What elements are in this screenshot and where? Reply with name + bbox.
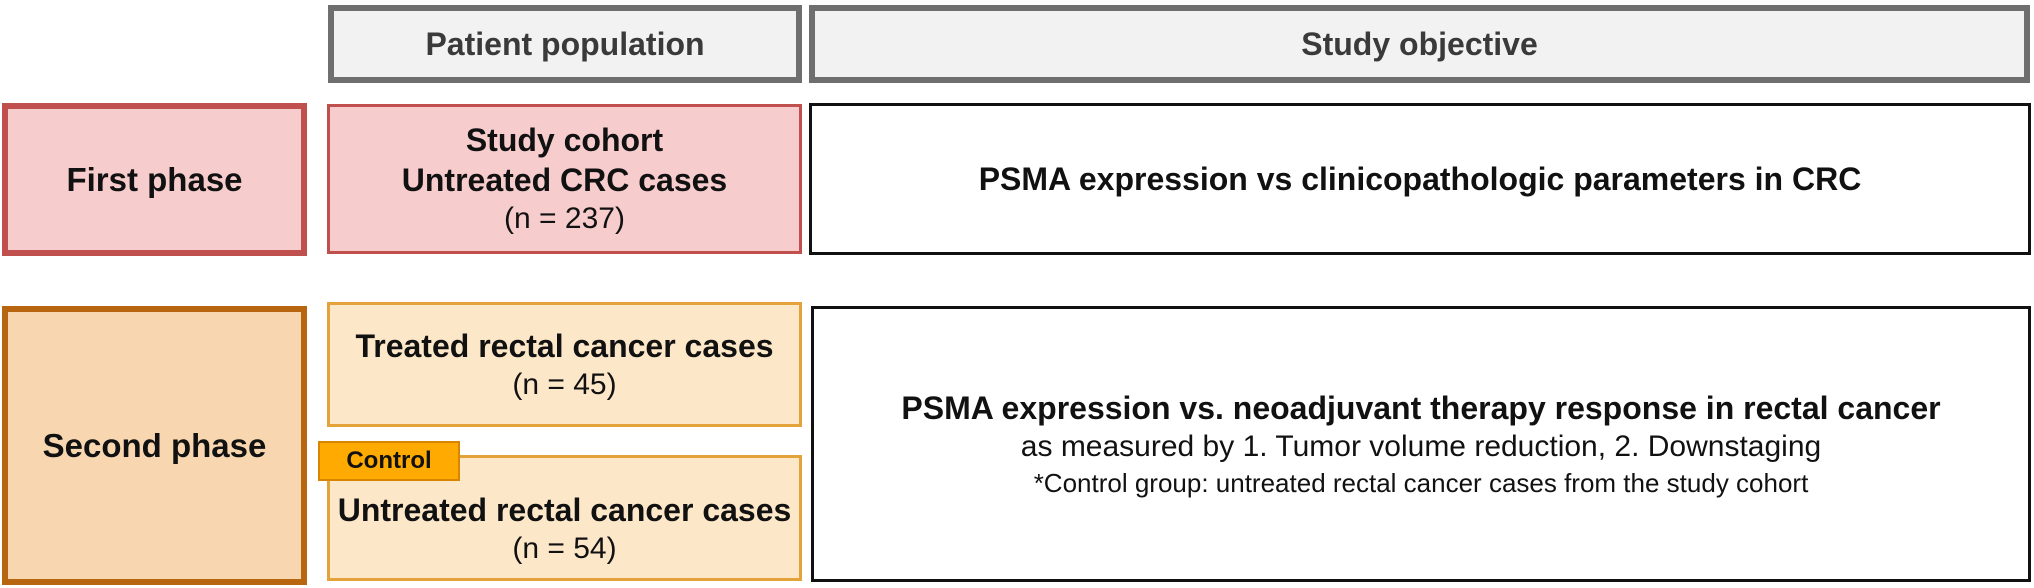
untreated-cohort-title: Untreated rectal cancer cases xyxy=(337,492,792,528)
treated-cohort-box: Treated rectal cancer cases (n = 45) xyxy=(327,302,802,427)
second-phase-label: Second phase xyxy=(42,426,267,464)
control-tag-label: Control xyxy=(346,447,432,474)
second-phase-objective-title: PSMA expression vs. neoadjuvant therapy … xyxy=(901,390,1941,426)
control-tag: Control xyxy=(318,441,460,481)
first-phase-cohort-box: Study cohort Untreated CRC cases (n = 23… xyxy=(327,104,802,254)
second-phase-objective-measure: as measured by 1. Tumor volume reduction… xyxy=(1020,430,1822,463)
header-study-objective: Study objective xyxy=(809,5,2030,83)
study-cohort-title: Study cohort xyxy=(465,122,664,158)
second-phase-objective-note: *Control group: untreated rectal cancer … xyxy=(1033,468,1809,498)
second-phase-objective-box: PSMA expression vs. neoadjuvant therapy … xyxy=(811,306,2031,582)
header-study-objective-label: Study objective xyxy=(1301,25,1538,62)
first-phase-objective-text: PSMA expression vs clinicopathologic par… xyxy=(978,161,1862,197)
treated-cohort-count: (n = 45) xyxy=(512,367,617,401)
first-phase-label-box: First phase xyxy=(2,103,307,256)
untreated-crc-title: Untreated CRC cases xyxy=(401,162,728,198)
first-phase-objective-box: PSMA expression vs clinicopathologic par… xyxy=(809,103,2031,255)
header-patient-population: Patient population xyxy=(328,5,802,83)
untreated-cohort-box: Untreated rectal cancer cases (n = 54) xyxy=(327,455,802,581)
untreated-cohort-count: (n = 54) xyxy=(512,532,617,565)
header-patient-population-label: Patient population xyxy=(425,25,705,62)
study-cohort-count: (n = 237) xyxy=(504,202,625,235)
first-phase-label: First phase xyxy=(66,160,243,198)
second-phase-label-box: Second phase xyxy=(2,306,307,585)
treated-cohort-title: Treated rectal cancer cases xyxy=(355,327,774,364)
